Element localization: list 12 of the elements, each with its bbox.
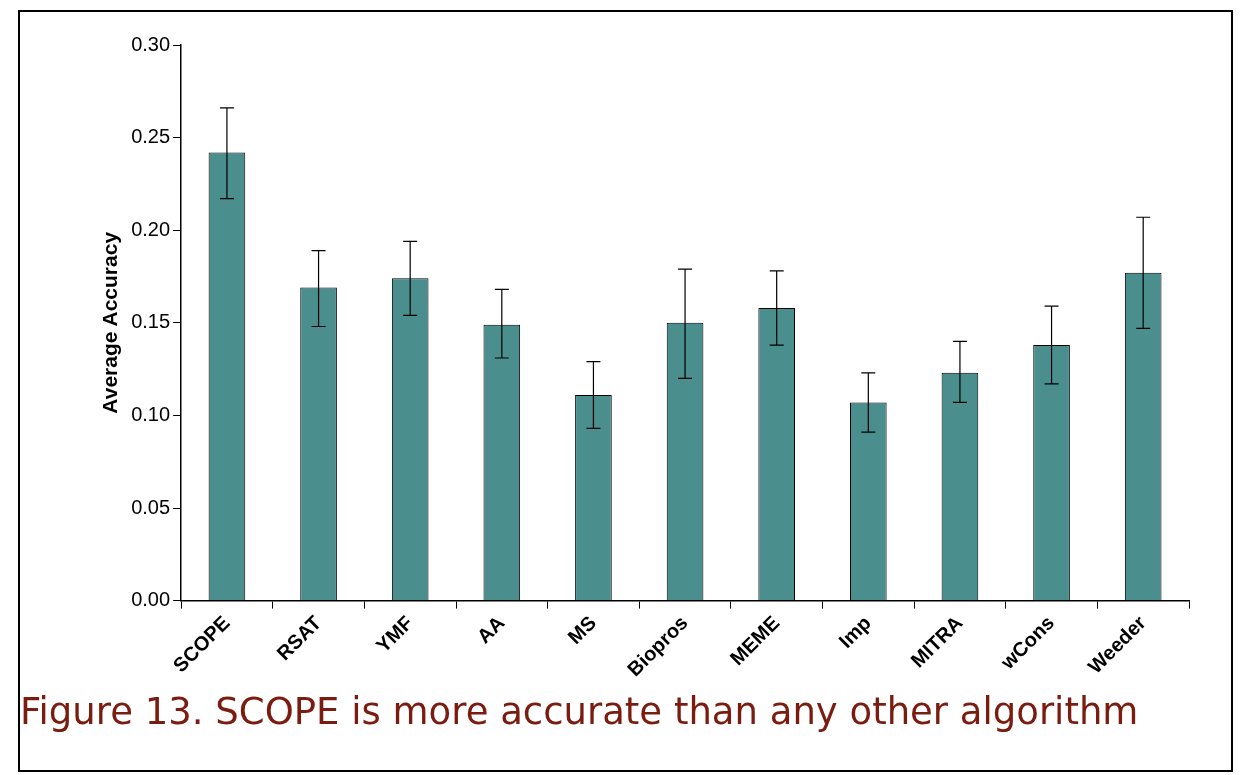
y-tick-label: 0.15 xyxy=(131,310,171,333)
caption: Figure 13. SCOPE is more accurate than any other algorithm xyxy=(20,690,1139,733)
x-tick-label: Imp xyxy=(834,611,876,652)
y-tick-label: 0.05 xyxy=(131,495,171,518)
y-tick-label: 0.20 xyxy=(131,217,171,240)
y-tick-label: 0.00 xyxy=(131,588,171,611)
y-tick-label: 0.10 xyxy=(131,402,171,425)
y-axis-title: Average Accuracy xyxy=(98,231,122,414)
y-tick-label: 0.30 xyxy=(131,32,171,55)
y-tick-label: 0.25 xyxy=(131,125,171,148)
x-tick-label: AA xyxy=(472,611,509,648)
x-tick-label: MS xyxy=(563,611,601,649)
